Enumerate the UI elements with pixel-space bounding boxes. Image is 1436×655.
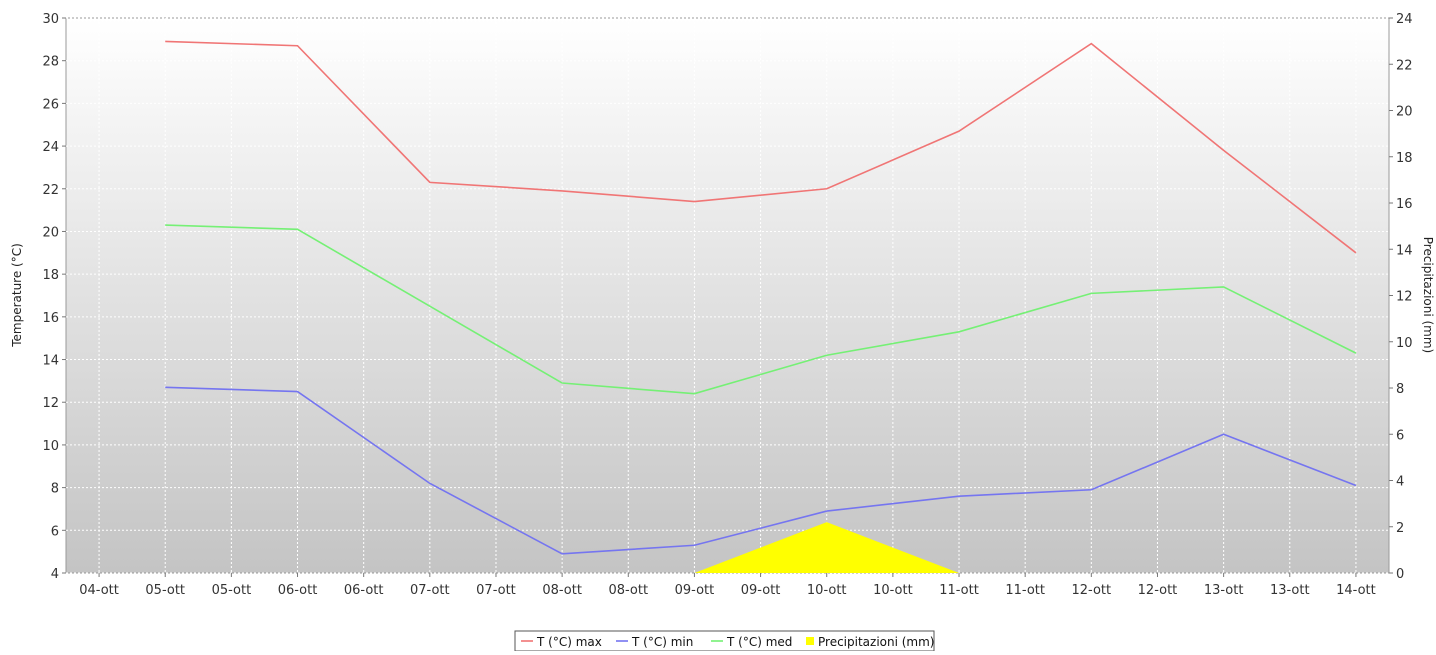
x-tick-label: 14-ott [1336, 583, 1376, 598]
left-tick-label: 30 [42, 12, 59, 27]
x-tick-label: 12-ott [1138, 583, 1178, 598]
x-tick-label: 12-ott [1072, 583, 1112, 598]
right-tick-label: 6 [1396, 428, 1404, 443]
x-tick-label: 07-ott [410, 583, 450, 598]
x-tick-label: 13-ott [1270, 583, 1310, 598]
x-tick-label: 08-ott [608, 583, 648, 598]
left-y-axis: 4 6 8 10 12 14 16 18 20 22 24 26 28 30 [42, 12, 66, 582]
right-tick-label: 22 [1396, 58, 1413, 73]
left-tick-label: 26 [42, 97, 59, 112]
x-tick-label: 05-ott [212, 583, 252, 598]
x-tick-label: 06-ott [278, 583, 318, 598]
x-tick-label: 08-ott [542, 583, 582, 598]
left-tick-label: 4 [51, 567, 59, 582]
precipitation-series [694, 522, 960, 573]
right-tick-label: 20 [1396, 105, 1413, 120]
right-tick-label: 8 [1396, 382, 1404, 397]
x-tick-label: 05-ott [145, 583, 185, 598]
right-axis-title: Precipitazioni (mm) [1421, 237, 1435, 354]
left-tick-label: 16 [42, 311, 59, 326]
right-tick-label: 18 [1396, 151, 1413, 166]
left-tick-label: 22 [42, 183, 59, 198]
plot-area [65, 17, 1390, 574]
left-tick-label: 8 [51, 482, 59, 497]
left-tick-label: 6 [51, 524, 59, 539]
series-line-0 [165, 40, 1357, 254]
legend-swatch [806, 637, 814, 645]
left-axis-title: Temperature (°C) [10, 243, 24, 348]
legend-label: Precipitazioni (mm) [818, 635, 935, 649]
right-tick-label: 14 [1396, 243, 1413, 258]
x-tick-label: 06-ott [344, 583, 384, 598]
x-tick-label: 11-ott [1005, 583, 1045, 598]
x-tick-label: 07-ott [476, 583, 516, 598]
left-tick-label: 12 [42, 396, 59, 411]
precipitation-area [694, 522, 960, 573]
grid-lines [66, 17, 1389, 574]
right-tick-label: 24 [1396, 12, 1413, 27]
x-tick-label: 09-ott [675, 583, 715, 598]
series-line-2 [165, 224, 1357, 395]
right-tick-label: 2 [1396, 521, 1404, 536]
left-tick-label: 14 [42, 354, 59, 369]
x-tick-label: 13-ott [1204, 583, 1244, 598]
legend-label: T (°C) min [631, 635, 693, 649]
left-tick-label: 18 [42, 268, 59, 283]
left-tick-label: 28 [42, 55, 59, 70]
right-tick-label: 0 [1396, 567, 1404, 582]
x-axis: 04-ott 05-ott 05-ott 06-ott 06-ott 07-ott 07-o… [79, 573, 1376, 598]
right-tick-label: 12 [1396, 290, 1413, 305]
x-tick-label: 04-ott [79, 583, 119, 598]
x-tick-label: 10-ott [807, 583, 847, 598]
left-tick-label: 10 [42, 439, 59, 454]
right-tick-label: 4 [1396, 475, 1404, 490]
series-line-1 [165, 386, 1357, 555]
legend: T (°C) max T (°C) min T (°C) med Precipitaz… [514, 630, 935, 652]
left-tick-label: 24 [42, 140, 59, 155]
x-tick-label: 09-ott [741, 583, 781, 598]
legend-label: T (°C) med [726, 635, 792, 649]
x-tick-label: 10-ott [873, 583, 913, 598]
temperature-series [165, 40, 1357, 555]
right-tick-label: 10 [1396, 336, 1413, 351]
x-tick-label: 11-ott [939, 583, 979, 598]
legend-label: T (°C) max [536, 635, 602, 649]
left-tick-label: 20 [42, 225, 59, 240]
right-tick-label: 16 [1396, 197, 1413, 212]
